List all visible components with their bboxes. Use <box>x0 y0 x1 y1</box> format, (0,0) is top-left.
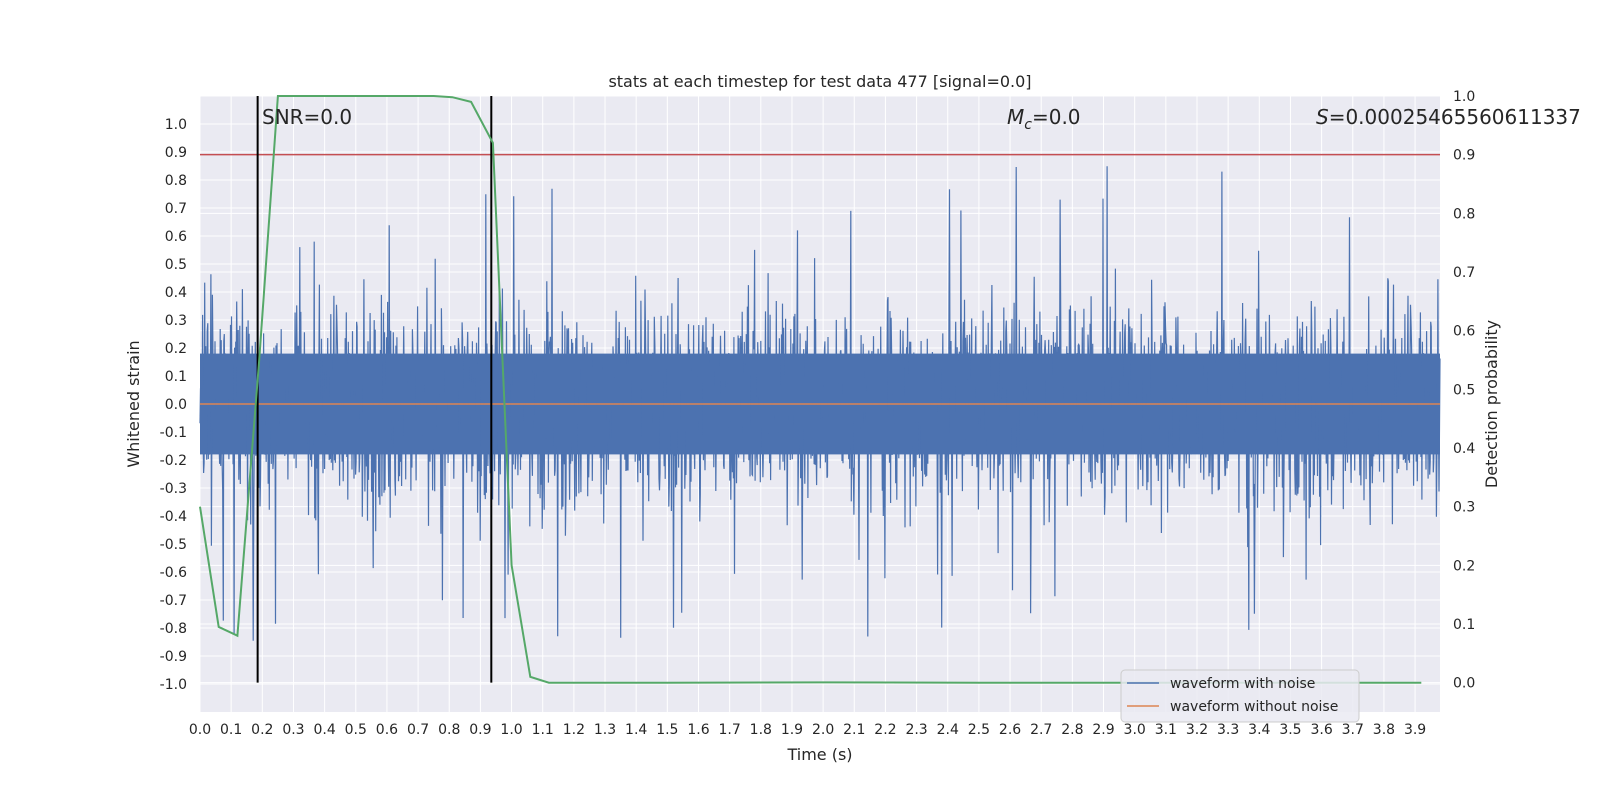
y-tick-label: 0.1 <box>165 369 187 385</box>
tick-labels: 0.0 0.1 0.2 0.3 0.4 0.5 0.6 0.7 0.8 0.9 1.0 1.1 1.2 1… <box>160 89 1476 738</box>
y-tick-label: 0.4 <box>165 285 187 301</box>
y2-tick-label: 0.7 <box>1453 265 1475 281</box>
x-tick-label: 2.5 <box>968 722 990 738</box>
mc-value: =0.0 <box>1032 105 1081 129</box>
y-tick-label: 0.0 <box>165 397 187 413</box>
x-tick-label: 1.2 <box>563 722 585 738</box>
x-tick-label: 2.0 <box>812 722 834 738</box>
chart-title: stats at each timestep for test data 477… <box>608 72 1031 91</box>
y-tick-label: 0.8 <box>165 173 187 189</box>
y2-tick-label: 0.3 <box>1453 500 1475 516</box>
x-tick-label: 2.6 <box>999 722 1021 738</box>
x-tick-label: 1.7 <box>719 722 741 738</box>
y2-tick-label: 0.0 <box>1453 676 1475 692</box>
waveform-with-noise-line <box>199 166 1441 641</box>
y2-tick-label: 0.1 <box>1453 617 1475 633</box>
x-axis-label: Time (s) <box>786 745 852 764</box>
y-tick-label: 0.7 <box>165 201 187 217</box>
x-tick-label: 1.8 <box>750 722 772 738</box>
y2-tick-label: 0.2 <box>1453 558 1475 574</box>
y-tick-label: 0.5 <box>165 257 187 273</box>
y-tick-label: -0.6 <box>160 565 187 581</box>
x-tick-label: 0.1 <box>220 722 242 738</box>
x-tick-label: 3.4 <box>1248 722 1270 738</box>
x-tick-label: 0.9 <box>469 722 491 738</box>
legend-label-without-noise: waveform without noise <box>1170 699 1338 715</box>
y2-tick-label: 0.5 <box>1453 382 1475 398</box>
x-tick-label: 1.5 <box>656 722 678 738</box>
x-tick-label: 3.7 <box>1342 722 1364 738</box>
y-tick-label: -0.9 <box>160 649 187 665</box>
y-tick-label: -0.5 <box>160 537 187 553</box>
x-tick-label: 3.9 <box>1404 722 1426 738</box>
legend: waveform with noise waveform without noi… <box>1120 669 1360 723</box>
x-tick-label: 0.4 <box>313 722 335 738</box>
x-tick-label: 0.6 <box>376 722 398 738</box>
x-tick-label: 1.3 <box>594 722 616 738</box>
x-tick-label: 1.9 <box>781 722 803 738</box>
legend-label-with-noise: waveform with noise <box>1170 676 1315 692</box>
x-tick-label: 1.0 <box>500 722 522 738</box>
x-tick-label: 3.8 <box>1373 722 1395 738</box>
x-tick-label: 3.6 <box>1310 722 1332 738</box>
snr-annotation: SNR=0.0 <box>262 105 352 129</box>
x-tick-label: 2.4 <box>937 722 959 738</box>
x-tick-label: 3.0 <box>1124 722 1146 738</box>
x-tick-label: 1.1 <box>532 722 554 738</box>
x-tick-label: 0.5 <box>345 722 367 738</box>
x-tick-label: 2.1 <box>843 722 865 738</box>
mc-symbol: M <box>1007 105 1024 129</box>
x-tick-label: 2.7 <box>1030 722 1052 738</box>
x-tick-label: 2.2 <box>874 722 896 738</box>
y2-tick-label: 0.4 <box>1453 441 1475 457</box>
x-tick-label: 1.4 <box>625 722 647 738</box>
y-tick-label: 0.2 <box>165 341 187 357</box>
x-tick-label: 0.3 <box>282 722 304 738</box>
y-tick-label: -0.7 <box>160 593 187 609</box>
x-tick-label: 3.1 <box>1155 722 1177 738</box>
x-tick-label: 3.5 <box>1279 722 1301 738</box>
y-tick-label: -0.2 <box>160 453 187 469</box>
y-tick-label: -0.8 <box>160 621 187 637</box>
x-tick-label: 2.8 <box>1061 722 1083 738</box>
legend-box <box>1120 669 1360 723</box>
detection-probability-line <box>199 95 1422 684</box>
mc-annotation: Mc=0.0 <box>1007 105 1081 133</box>
x-tick-label: 0.8 <box>438 722 460 738</box>
x-tick-label: 0.2 <box>251 722 273 738</box>
x-tick-label: 1.6 <box>687 722 709 738</box>
y-tick-label: 0.3 <box>165 313 187 329</box>
y-tick-label: -0.1 <box>160 425 187 441</box>
x-tick-label: 3.2 <box>1186 722 1208 738</box>
y2-axis-label: Detection probability <box>1482 320 1501 488</box>
x-tick-label: 2.9 <box>1092 722 1114 738</box>
y-tick-label: 0.6 <box>165 229 187 245</box>
s-value: =0.00025465560611337 <box>1329 105 1581 129</box>
y-tick-label: -0.4 <box>160 509 187 525</box>
s-annotation: S=0.00025465560611337 <box>1316 105 1581 129</box>
y-tick-label: -1.0 <box>160 677 187 693</box>
y2-tick-label: 0.9 <box>1453 148 1475 164</box>
x-tick-label: 0.7 <box>407 722 429 738</box>
overlay-lines <box>199 95 1440 684</box>
y-tick-label: -0.3 <box>160 481 187 497</box>
y-tick-label: 0.9 <box>165 145 187 161</box>
y-axis-label: Whitened strain <box>124 340 143 467</box>
s-symbol: S <box>1316 105 1329 129</box>
y2-tick-label: 0.8 <box>1453 206 1475 222</box>
mc-subscript: c <box>1024 117 1032 133</box>
x-tick-label: 2.3 <box>905 722 927 738</box>
y2-tick-label: 1.0 <box>1453 89 1475 105</box>
y-tick-label: 1.0 <box>165 117 187 133</box>
y2-tick-label: 0.6 <box>1453 324 1475 340</box>
x-tick-label: 3.3 <box>1217 722 1239 738</box>
x-tick-label: 0.0 <box>189 722 211 738</box>
